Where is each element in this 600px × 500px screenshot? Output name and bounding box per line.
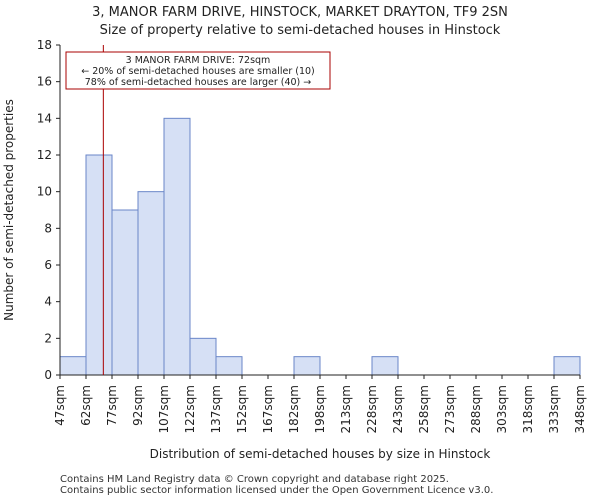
x-tick-label: 318sqm: [521, 385, 535, 433]
x-tick-label: 62sqm: [79, 385, 93, 426]
histogram-bar: [111, 209, 139, 376]
x-tick-label: 182sqm: [287, 385, 301, 433]
footer-licence: Contains public sector information licen…: [60, 485, 494, 496]
x-tick-label: 47sqm: [53, 385, 67, 426]
histogram-bar: [371, 356, 399, 376]
histogram-bar: [189, 337, 217, 376]
y-tick-label: 16: [37, 75, 52, 89]
annotation-line-3: 78% of semi-detached houses are larger (…: [85, 77, 312, 88]
histogram-bar: [553, 356, 581, 376]
histogram-bar: [215, 356, 243, 376]
y-tick-label: 12: [37, 148, 52, 162]
x-tick-label: 77sqm: [105, 385, 119, 426]
histogram-bar: [59, 356, 87, 376]
histogram-bar: [137, 191, 165, 376]
y-axis-label: Number of semi-detached properties: [2, 99, 16, 321]
x-tick-label: 152sqm: [235, 385, 249, 433]
x-tick-label: 348sqm: [573, 385, 587, 433]
annotation-box: [65, 51, 331, 90]
x-axis-label: Distribution of semi-detached houses by …: [150, 447, 491, 461]
x-tick-label: 92sqm: [131, 385, 145, 426]
y-tick-label: 0: [44, 368, 52, 382]
footer-copyright: Contains HM Land Registry data © Crown c…: [60, 474, 449, 485]
y-tick-label: 6: [44, 258, 52, 272]
y-tick-label: 14: [37, 111, 52, 125]
x-tick-label: 258sqm: [417, 385, 431, 433]
x-tick-label: 107sqm: [157, 385, 171, 433]
x-tick-label: 167sqm: [261, 385, 275, 433]
y-tick-label: 10: [37, 185, 52, 199]
histogram-bar: [85, 154, 113, 376]
x-tick-label: 243sqm: [391, 385, 405, 433]
x-tick-label: 333sqm: [547, 385, 561, 433]
histogram-bar: [163, 117, 191, 376]
x-tick-label: 228sqm: [365, 385, 379, 433]
chart-title: 3, MANOR FARM DRIVE, HINSTOCK, MARKET DR…: [92, 5, 508, 20]
x-tick-label: 303sqm: [495, 385, 509, 433]
y-tick-label: 4: [44, 295, 52, 309]
x-tick-label: 273sqm: [443, 385, 457, 433]
y-tick-label: 2: [44, 331, 52, 345]
histogram-bar: [293, 356, 321, 376]
x-tick-label: 122sqm: [183, 385, 197, 433]
annotation-line-2: ← 20% of semi-detached houses are smalle…: [81, 66, 315, 77]
x-tick-label: 198sqm: [313, 385, 327, 433]
x-tick-label: 137sqm: [209, 385, 223, 433]
y-tick-label: 8: [44, 221, 52, 235]
chart-subtitle: Size of property relative to semi-detach…: [99, 23, 501, 38]
annotation-line-1: 3 MANOR FARM DRIVE: 72sqm: [126, 55, 271, 66]
x-tick-label: 288sqm: [469, 385, 483, 433]
x-tick-label: 213sqm: [339, 385, 353, 433]
y-tick-label: 18: [37, 38, 52, 52]
